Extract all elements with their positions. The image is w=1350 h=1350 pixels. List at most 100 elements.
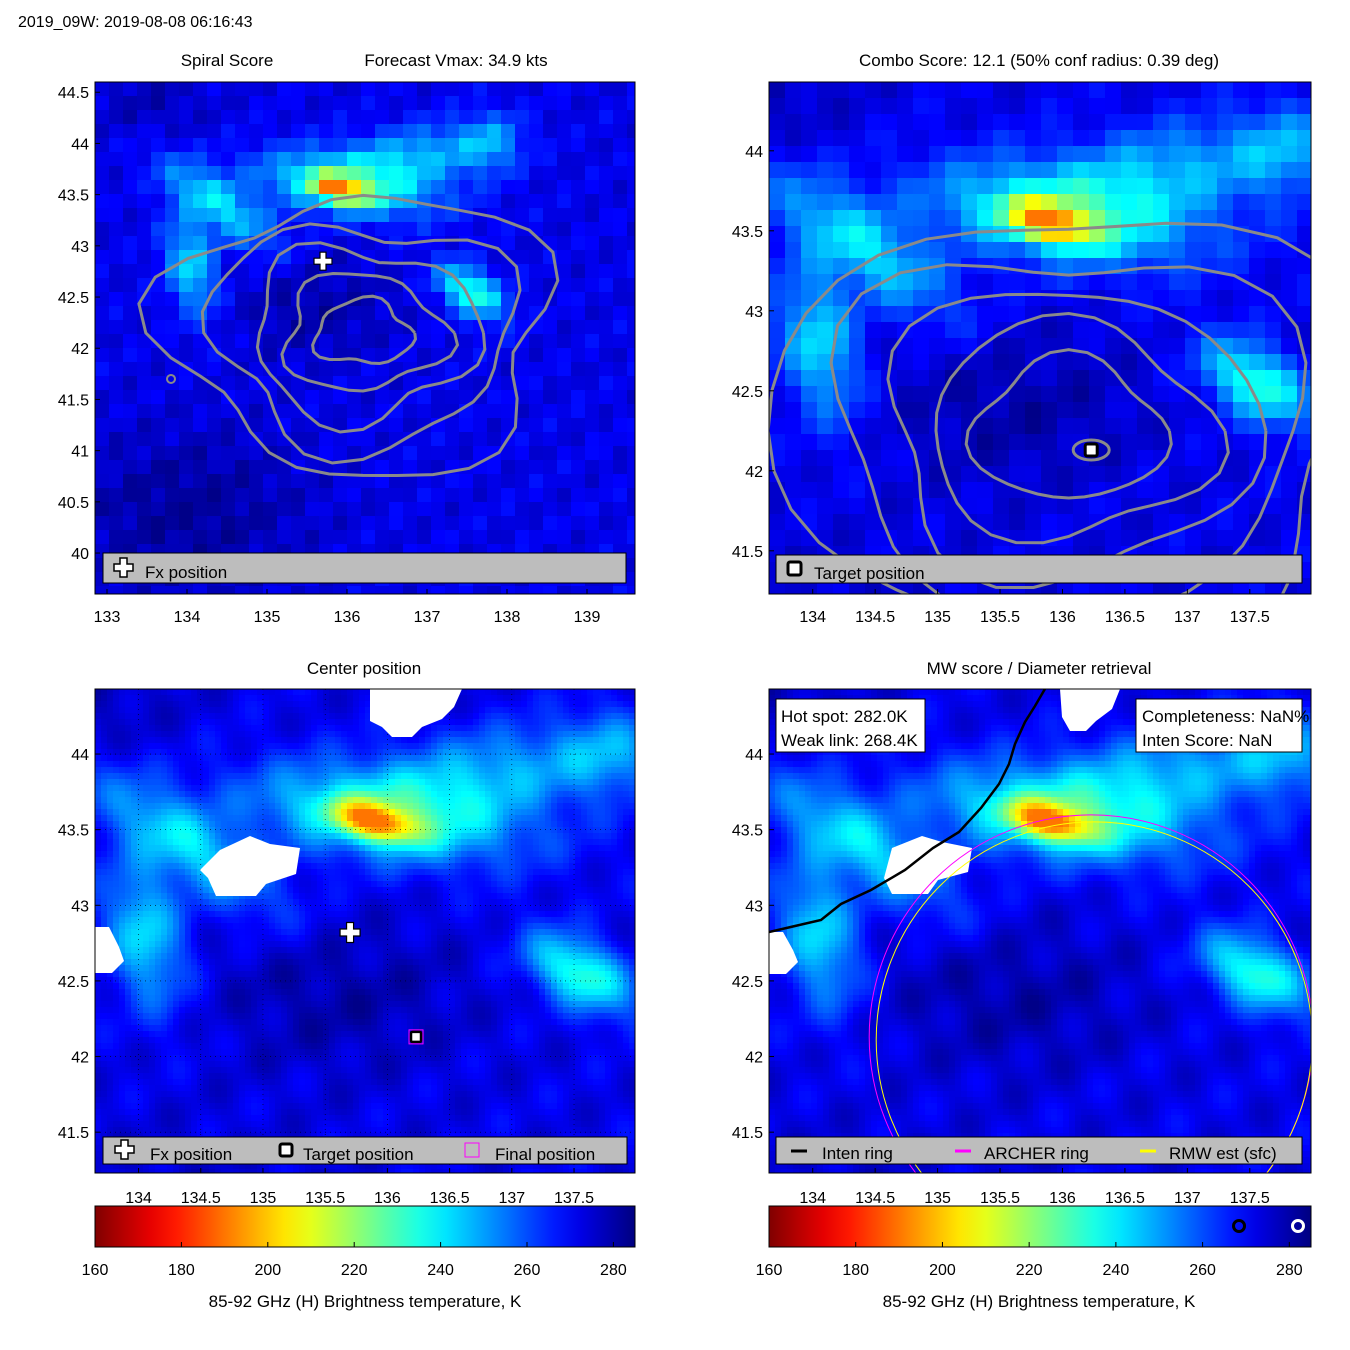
heat-cell [113,821,120,828]
heat-cell [627,502,635,517]
heat-cell [107,767,114,774]
heat-cell [401,761,408,768]
heat-cell [437,719,444,726]
heat-cell [101,791,108,798]
panel-title: Spiral Score [181,51,274,70]
heat-cell [529,460,544,475]
heat-cell [593,749,600,756]
heat-cell [263,785,270,792]
heat-cell [317,815,324,822]
heat-cell [193,236,208,251]
heat-cell [413,821,420,828]
heat-cell [299,815,306,822]
heat-cell [785,434,802,451]
heat-cell [521,815,528,822]
heat-cell [109,586,124,594]
heat-cell [1041,114,1058,131]
heat-cell [461,719,468,726]
heat-cell [161,689,168,696]
heat-cell [227,827,234,834]
heat-cell [143,755,150,762]
heat-cell [1137,514,1154,531]
heat-cell [375,208,390,223]
heat-cell [1073,194,1090,211]
heat-cell [137,96,152,111]
heat-cell [1041,242,1058,259]
heat-cell [515,833,522,840]
heat-cell [459,502,474,517]
heat-cell [623,809,630,816]
heat-cell [191,785,198,792]
heat-cell [897,130,914,147]
heat-cell [897,82,914,99]
heat-cell [245,719,252,726]
heat-cell [151,404,166,419]
heat-cell [431,236,446,251]
heat-cell [1009,306,1026,323]
heat-cell [215,725,222,732]
heat-cell [445,264,460,279]
heat-cell [1105,242,1122,259]
heat-cell [1105,226,1122,243]
heat-cell [479,725,486,732]
heat-cell [347,791,354,798]
heat-cell [383,815,390,822]
heat-cell [563,713,570,720]
heat-cell [179,278,194,293]
heat-cell [1297,450,1311,467]
heat-cell [377,731,384,738]
heat-cell [557,404,572,419]
heat-cell [801,322,818,339]
heat-cell [323,767,330,774]
heat-cell [623,761,630,768]
heat-cell [233,695,240,702]
heat-cell [137,815,144,822]
heat-cell [557,306,572,321]
heat-cell [897,210,914,227]
heat-cell [1265,178,1282,195]
heat-cell [487,110,502,125]
heat-cell [161,707,168,714]
heat-cell [993,338,1010,355]
heat-cell [617,713,624,720]
heat-cell [161,797,168,804]
heat-cell [611,773,618,780]
heat-cell [623,773,630,780]
heat-cell [533,695,540,702]
heat-cell [95,821,102,828]
heat-cell [287,731,294,738]
heat-cell [1105,98,1122,115]
heat-cell [485,809,492,816]
heat-cell [155,701,162,708]
heat-cell [191,773,198,780]
heat-cell [179,809,186,816]
heat-cell [551,701,558,708]
heat-cell [487,292,502,307]
heat-cell [341,743,348,750]
heat-cell [305,292,320,307]
heat-cell [353,689,360,696]
heat-cell [613,460,628,475]
heat-cell [257,755,264,762]
heat-cell [151,516,166,531]
heat-cell [165,180,180,195]
heat-cell [179,827,186,834]
heat-cell [445,432,460,447]
heat-cell [501,390,516,405]
heat-cell [1185,194,1202,211]
heat-cell [993,274,1010,291]
heat-cell [395,749,402,756]
heat-cell [575,701,582,708]
heat-cell [613,376,628,391]
x-tick-label: 136 [1049,609,1076,626]
heat-cell [389,82,404,97]
heat-cell [611,749,618,756]
heat-cell [291,138,306,153]
heat-cell [785,370,802,387]
heat-cell [407,821,414,828]
heatmap [769,82,1311,594]
heat-cell [329,695,336,702]
heat-cell [437,737,444,744]
heat-cell [473,180,488,195]
heat-cell [617,833,624,840]
